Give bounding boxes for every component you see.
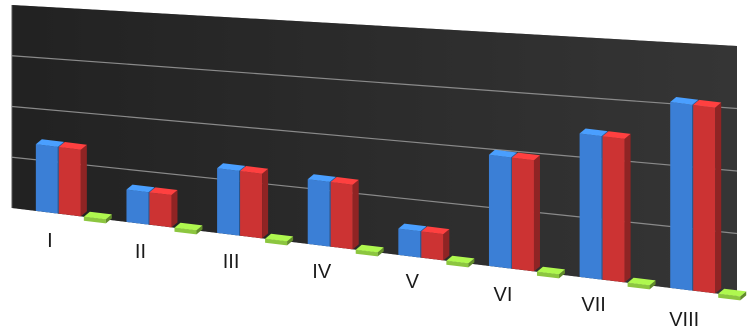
bar [149,187,177,227]
category-label: III [223,251,240,273]
bar [59,142,87,216]
bar-front [59,147,81,216]
category-label: II [135,241,146,263]
category-label: VI [494,284,513,306]
bar-front [149,192,171,227]
category-label: VII [581,294,605,316]
bar [240,166,268,238]
bar [693,100,721,294]
bar-side [171,190,177,227]
bar-side [262,169,268,239]
bar-front [421,231,443,260]
bar-front [398,229,420,258]
bar-side [625,134,631,282]
bar-front [126,190,148,225]
bar-front [240,171,262,238]
bar-front [670,102,692,291]
category-label: I [47,230,53,252]
bar-side [353,180,359,250]
bar-front [580,133,602,279]
bar [512,153,540,272]
bar-side [81,145,87,217]
bar-front [512,158,534,272]
bar-front [217,168,239,235]
bar-front [489,155,511,269]
bar-front [36,144,58,213]
bar [603,131,631,282]
category-label: VIII [669,309,699,331]
bar-side [443,229,449,260]
bar-front [308,179,330,246]
bar-side [534,155,540,271]
bar-side [715,103,721,294]
bar [331,177,359,249]
category-label: V [406,271,420,293]
bar-front [603,136,625,282]
bar [718,289,746,301]
bar-front [331,182,353,249]
bar-front [693,105,715,294]
category-label: IV [312,261,332,283]
bar [421,226,449,260]
